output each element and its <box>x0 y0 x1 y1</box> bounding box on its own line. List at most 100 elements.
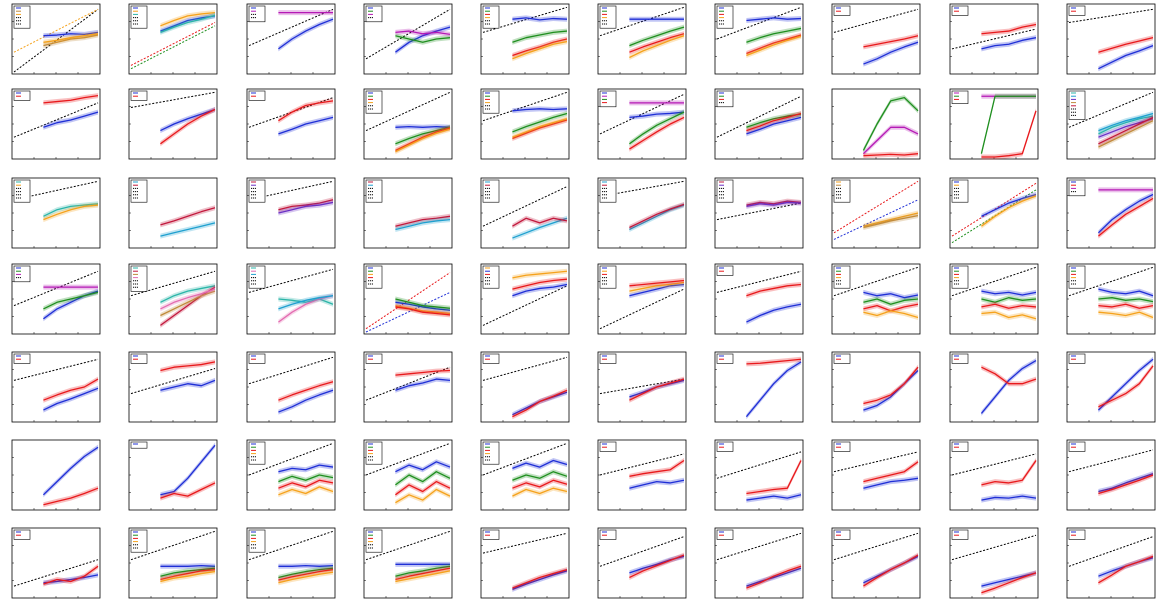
series-line <box>512 17 568 21</box>
series-line <box>160 564 216 567</box>
series-band <box>512 281 567 299</box>
series-line <box>160 14 216 34</box>
series-line <box>160 108 216 132</box>
series-line <box>512 278 568 290</box>
legend <box>951 441 969 452</box>
series-line <box>746 303 802 323</box>
series-line <box>395 304 451 315</box>
reference-line <box>365 291 451 333</box>
legend-box <box>716 441 734 452</box>
series-line <box>863 310 919 319</box>
legend <box>1068 265 1086 289</box>
subplot <box>714 263 804 335</box>
subplot <box>246 351 336 423</box>
subplot <box>597 527 687 599</box>
series-band <box>395 213 450 229</box>
series-line <box>395 378 451 391</box>
series-line <box>629 378 685 401</box>
legend-box <box>248 353 266 364</box>
legend-box <box>716 265 734 276</box>
subplot <box>1066 351 1156 423</box>
series-line <box>395 480 451 496</box>
series-line <box>160 379 216 391</box>
reference-line <box>365 272 451 330</box>
series-band <box>278 98 333 124</box>
series-band <box>512 106 567 114</box>
subplot <box>11 88 101 160</box>
legend-box <box>13 529 31 540</box>
subplot <box>597 88 687 160</box>
legend <box>716 353 734 364</box>
subplot <box>831 88 921 160</box>
series-line <box>395 471 451 486</box>
legend <box>248 529 266 553</box>
subplot <box>246 88 336 160</box>
series-line <box>512 217 568 227</box>
subplot <box>949 439 1039 511</box>
subplot <box>949 3 1039 75</box>
legend <box>833 265 851 289</box>
series-line <box>395 125 451 128</box>
series-line <box>160 11 216 27</box>
subplot <box>11 439 101 511</box>
series-line <box>278 571 334 584</box>
legend <box>482 90 500 114</box>
series-line <box>1098 473 1154 493</box>
series-line <box>629 203 685 229</box>
series-band <box>395 469 450 488</box>
series-line <box>43 33 99 43</box>
reference-line <box>130 22 216 66</box>
reference-line <box>365 366 451 401</box>
series-line <box>629 283 685 297</box>
subplot <box>714 177 804 249</box>
reference-line <box>248 8 334 47</box>
series-line <box>395 126 451 145</box>
series-line <box>629 111 685 119</box>
legend <box>951 353 969 364</box>
series-line <box>981 572 1037 594</box>
series-line <box>160 568 216 581</box>
series-band <box>43 202 98 223</box>
series-line <box>395 570 451 583</box>
series-line <box>512 108 568 112</box>
series-band <box>278 477 333 491</box>
series-line <box>43 487 99 506</box>
legend <box>1068 90 1086 120</box>
reference-line <box>716 270 802 293</box>
legend-box <box>482 529 500 540</box>
series-line <box>512 112 568 133</box>
series-line <box>863 461 919 483</box>
legend <box>951 179 969 203</box>
legend <box>482 353 500 364</box>
legend-box <box>833 529 851 540</box>
reference-line <box>599 453 685 476</box>
series-line <box>981 311 1037 320</box>
series-line <box>395 306 451 316</box>
legend-box <box>599 441 617 452</box>
series-line <box>43 291 99 310</box>
reference-line <box>482 356 568 381</box>
series-line <box>160 222 216 237</box>
series-line <box>43 378 99 401</box>
legend-box <box>1068 5 1086 16</box>
series-line <box>278 381 334 401</box>
legend-box <box>951 5 969 16</box>
legend <box>482 265 500 289</box>
series-line <box>395 567 451 581</box>
legend <box>716 441 734 452</box>
series-line <box>1098 474 1154 495</box>
series-band <box>863 308 918 320</box>
subplot <box>714 3 804 75</box>
reference-line <box>951 453 1037 476</box>
legend <box>951 529 969 540</box>
series-band <box>1098 110 1153 134</box>
series-line <box>1098 116 1154 145</box>
subplot <box>246 263 336 335</box>
subplot <box>1066 88 1156 160</box>
legend <box>130 179 148 203</box>
legend-box <box>482 353 500 364</box>
series-line <box>160 567 216 577</box>
reference-line <box>716 6 802 40</box>
reference-line <box>1068 266 1154 297</box>
series-line <box>160 207 216 226</box>
